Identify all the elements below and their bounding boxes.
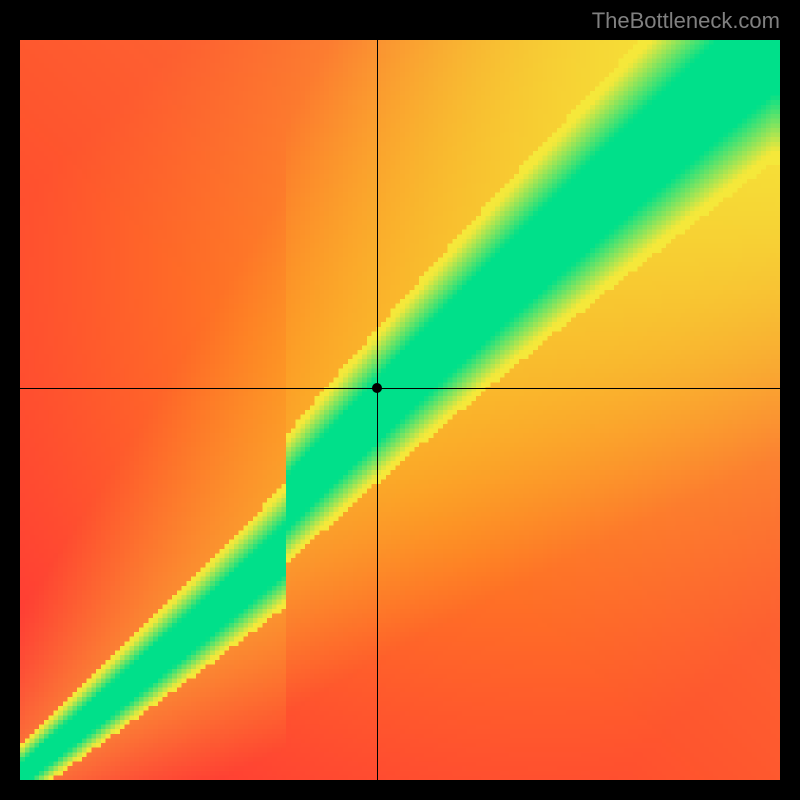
crosshair-vertical	[377, 40, 378, 780]
heatmap-plot	[20, 40, 780, 780]
crosshair-horizontal	[20, 388, 780, 389]
marker-dot	[372, 383, 382, 393]
watermark-text: TheBottleneck.com	[592, 8, 780, 34]
heatmap-canvas	[20, 40, 780, 780]
